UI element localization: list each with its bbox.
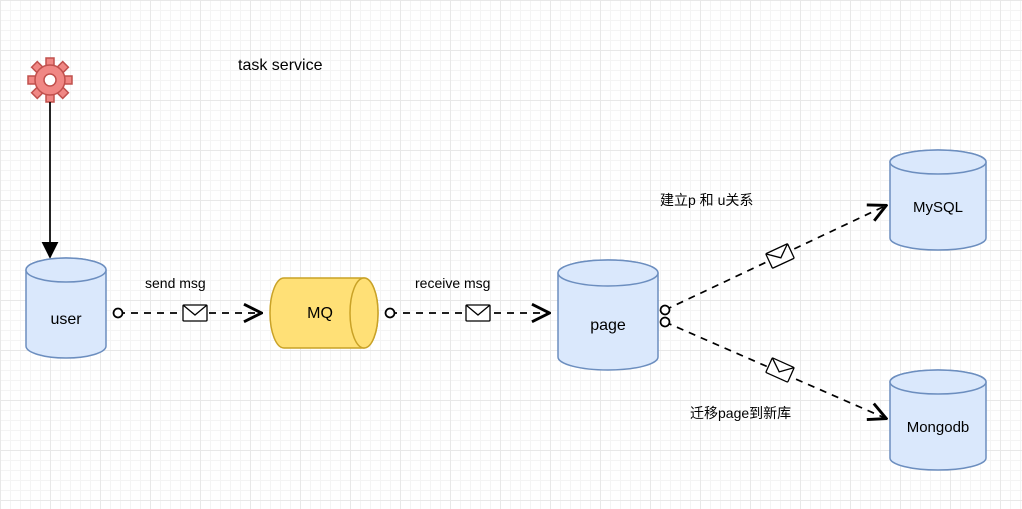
edge-mq-page: receive msg <box>390 275 548 321</box>
edge-user-mq: send msg <box>118 275 260 321</box>
edge-page-mysql-label: 建立p 和 u关系 <box>660 192 753 208</box>
edge-mq-page-label: receive msg <box>415 275 490 291</box>
user-label: user <box>50 311 82 328</box>
mysql-label: MySQL <box>913 199 963 216</box>
edge-page-mysql: 建立p 和 u关系 <box>660 192 885 310</box>
node-user: user <box>26 258 106 358</box>
edge-page-mongodb-label: 迁移page到新库 <box>690 405 791 421</box>
node-mq: MQ <box>270 278 378 348</box>
envelope-icon <box>766 358 794 382</box>
page-label: page <box>590 317 626 334</box>
envelope-icon <box>466 305 490 321</box>
diagram-title: task service <box>238 57 323 74</box>
envelope-icon <box>766 244 795 269</box>
mq-label: MQ <box>307 305 333 322</box>
diagram-canvas: task service user MQ page MySQL Mongodb … <box>0 0 1022 509</box>
edge-page-mongodb: 迁移page到新库 <box>665 322 885 421</box>
node-mongodb: Mongodb <box>890 370 986 470</box>
edge-user-mq-label: send msg <box>145 275 206 291</box>
envelope-icon <box>183 305 207 321</box>
node-page: page <box>558 260 658 370</box>
node-mysql: MySQL <box>890 150 986 250</box>
mongodb-label: Mongodb <box>907 419 970 436</box>
gear-icon <box>28 58 72 102</box>
